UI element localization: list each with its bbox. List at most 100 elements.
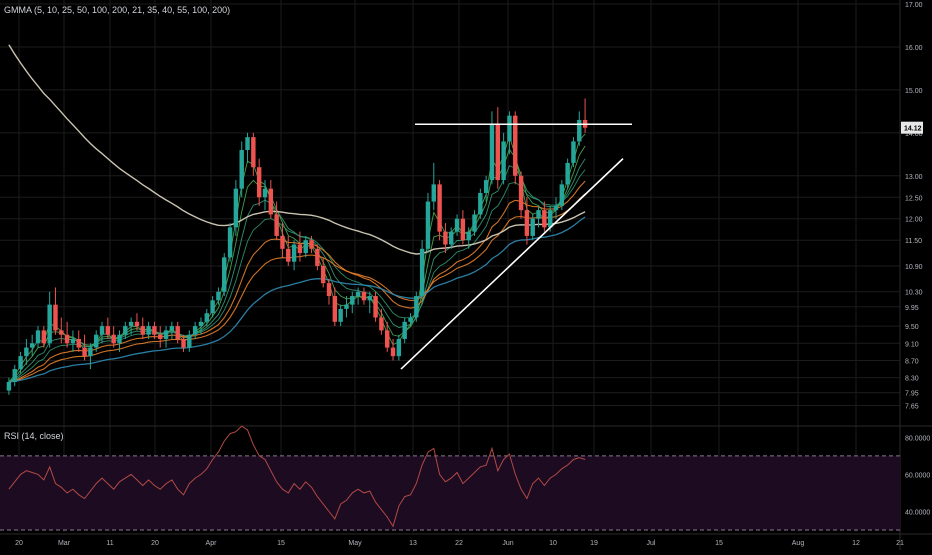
candle-body	[35, 330, 41, 344]
candle	[59, 317, 64, 344]
candle	[425, 192, 431, 254]
y-tick-label: 13.00	[905, 174, 923, 181]
candle	[117, 330, 122, 352]
candle	[419, 240, 425, 301]
candle-body	[425, 201, 431, 249]
candle-body	[396, 338, 402, 357]
candle-body	[501, 141, 506, 181]
candle	[338, 304, 343, 327]
candle-body	[268, 188, 274, 215]
x-tick-label: 15	[277, 540, 285, 547]
candle	[379, 308, 384, 335]
candle-body	[233, 188, 239, 228]
y-tick-label: 10.30	[905, 290, 923, 297]
candle	[431, 162, 436, 211]
candle	[501, 132, 506, 185]
y-tick-label: 15.00	[905, 88, 923, 95]
candle-body	[158, 334, 163, 339]
candle-body	[419, 248, 425, 297]
price-axis: 17.00 16.00 15.00 14.00 13.00 12.50 12.00 11.50…	[899, 0, 923, 550]
candle-body	[152, 326, 157, 335]
x-tick-label: 11	[106, 540, 113, 547]
x-tick-label: Jun	[502, 540, 513, 547]
candle	[262, 180, 268, 211]
candle	[105, 317, 111, 339]
rsi-indicator-label[interactable]: RSI (14, close)	[4, 431, 64, 441]
candle	[350, 291, 355, 314]
candle-body	[361, 291, 367, 301]
candle-body	[291, 244, 297, 262]
candle-body	[262, 188, 268, 198]
candle	[35, 326, 41, 348]
candle-body	[338, 308, 343, 322]
candle-body	[280, 235, 285, 249]
candle	[12, 364, 17, 387]
moving-average-line-6	[8, 193, 586, 383]
candle	[454, 214, 460, 236]
candle-body	[47, 304, 52, 344]
candle-body	[198, 321, 204, 327]
grid-lines	[0, 0, 901, 532]
candle-body	[414, 296, 419, 318]
candle-body	[320, 265, 326, 284]
candle-body	[518, 175, 524, 211]
candle-body	[309, 240, 314, 249]
candle	[93, 330, 99, 352]
candle	[373, 291, 378, 322]
candle-body	[559, 184, 565, 206]
x-tick-label: 13	[409, 540, 417, 547]
candle	[332, 287, 338, 327]
y-tick-label: 16.00	[905, 45, 923, 52]
candle-body	[82, 347, 87, 357]
candle	[478, 188, 483, 219]
candle-body	[315, 248, 320, 266]
candle	[88, 343, 93, 370]
candle-body	[286, 248, 291, 262]
candle	[6, 377, 12, 395]
candle-body	[454, 218, 460, 232]
candle	[390, 338, 396, 361]
candle	[158, 326, 163, 348]
candle	[402, 317, 407, 344]
candle-body	[181, 338, 186, 348]
x-tick-label: Mar	[58, 540, 71, 547]
candle-body	[140, 326, 145, 335]
candle	[18, 351, 23, 374]
candle-body	[93, 334, 99, 348]
y-tick-label: 14.00	[905, 131, 923, 138]
moving-average-line-7	[8, 216, 586, 383]
x-tick-label: 10	[549, 540, 557, 547]
candle-body	[524, 210, 530, 236]
candle	[99, 321, 105, 344]
candle-body	[128, 321, 134, 327]
candle-body	[192, 326, 198, 335]
y-tick-label: 9.50	[905, 324, 919, 331]
rsi-pane: 80.0000 60.0000 40.0000	[0, 425, 930, 531]
candle	[64, 321, 70, 348]
x-tick-label: 22	[455, 540, 463, 547]
candle	[152, 321, 157, 339]
candle-body	[245, 137, 250, 151]
candle-body	[367, 296, 372, 301]
candle	[449, 227, 454, 249]
gmma-indicator-label[interactable]: GMMA (5, 10, 25, 50, 100, 200, 21, 35, 4…	[4, 5, 231, 15]
y-tick-label: 17.00	[905, 2, 923, 9]
candle-body	[373, 296, 378, 318]
candle-body	[355, 291, 361, 297]
candle	[507, 111, 512, 155]
rsi-tick-label: 60.0000	[905, 472, 930, 479]
candle-body	[472, 214, 477, 232]
candle-body	[460, 218, 466, 241]
candle	[495, 107, 501, 189]
candle-body	[379, 317, 384, 331]
candle	[76, 330, 81, 352]
candle	[326, 278, 332, 305]
y-tick-label: 9.10	[905, 341, 919, 348]
y-tick-label: 7.95	[905, 391, 919, 398]
candle-body	[530, 218, 535, 236]
candle	[518, 171, 524, 219]
candle	[315, 244, 320, 271]
candle	[513, 111, 518, 185]
candle	[70, 330, 76, 352]
